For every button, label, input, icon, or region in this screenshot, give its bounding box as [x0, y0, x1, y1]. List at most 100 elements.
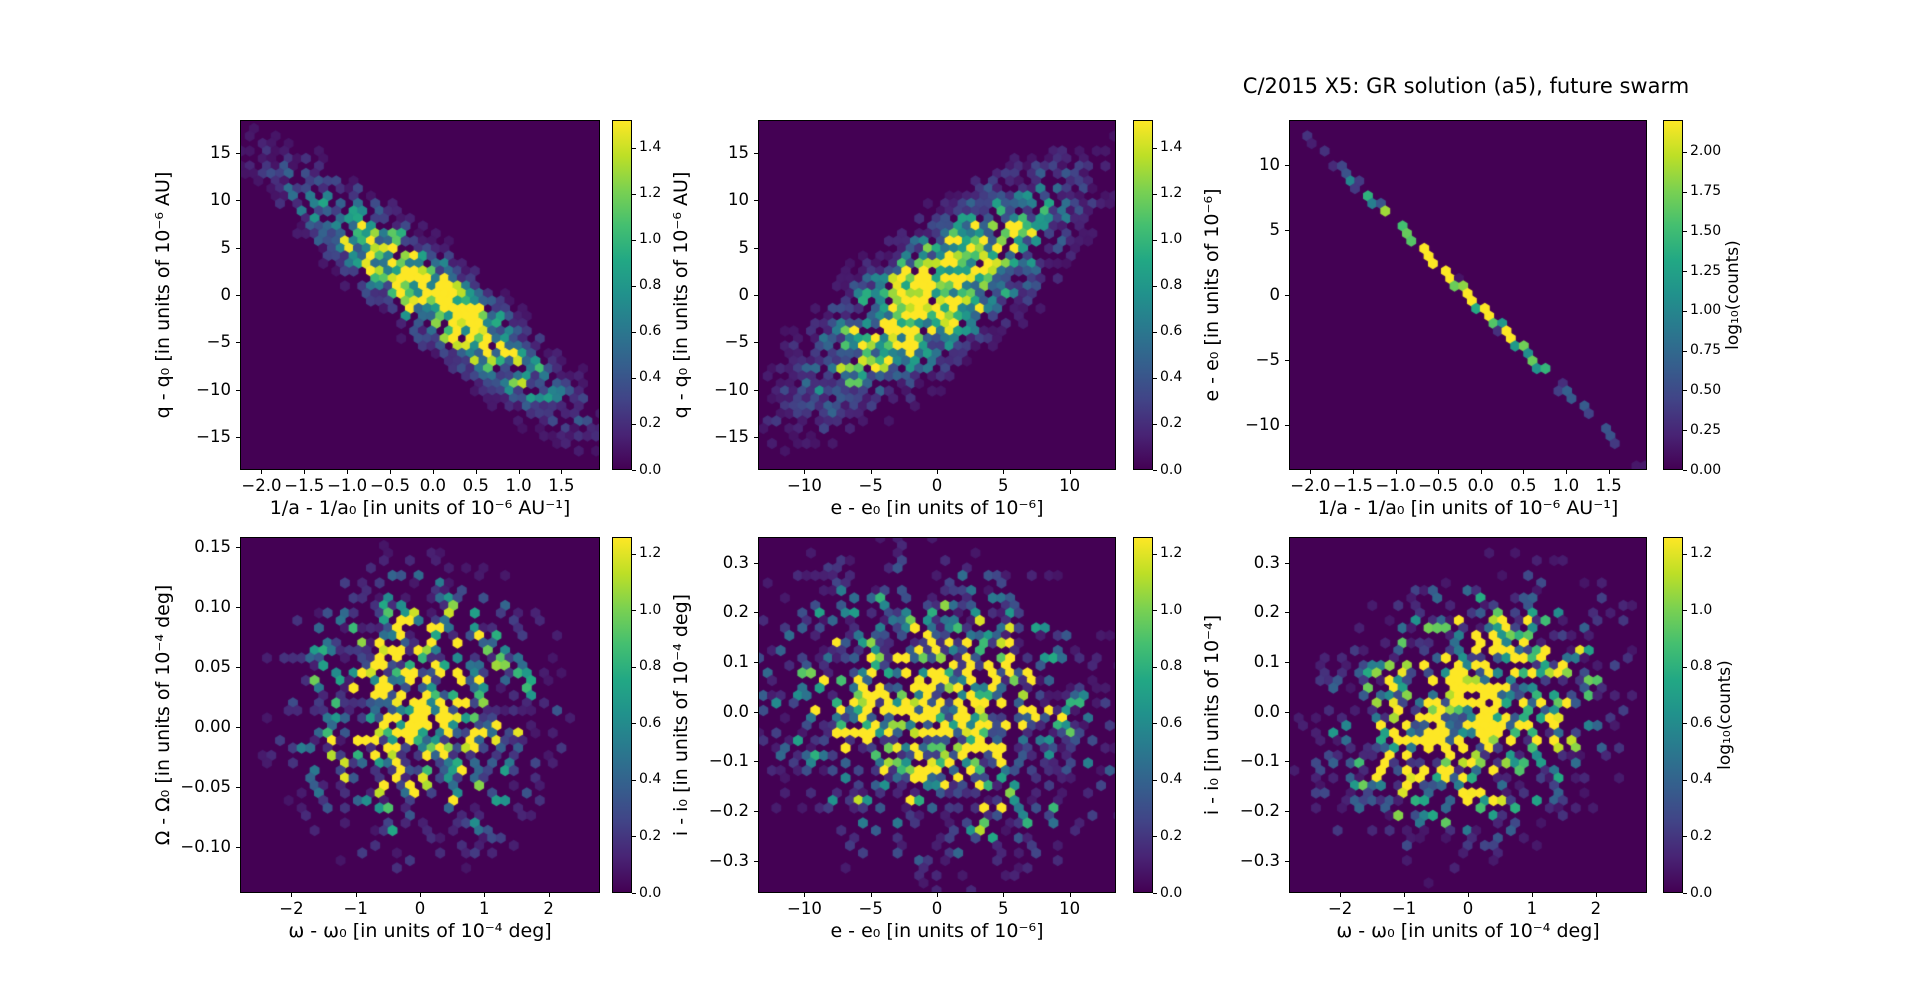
- colorbar-tick-label: 0.50: [1690, 381, 1722, 398]
- y-tick-label: 10: [1259, 155, 1280, 175]
- y-tick-label: −10: [196, 379, 231, 399]
- y-tick-mark: [236, 436, 240, 438]
- hexbin-canvas: [759, 538, 1115, 892]
- y-tick-mark: [754, 295, 758, 296]
- colorbar-tick-label: 0.0: [639, 461, 662, 478]
- x-tick-label: −1: [1391, 899, 1417, 918]
- colorbar-tick-mark: [1683, 666, 1687, 668]
- colorbar-tick-label: 1.0: [639, 231, 662, 248]
- colorbar-tick-mark: [632, 377, 636, 379]
- y-tick-mark: [236, 247, 240, 249]
- x-tick-label: 10: [1059, 476, 1081, 495]
- y-tick-label: −10: [714, 379, 749, 399]
- colorbar-tick-label: 0.2: [639, 827, 662, 844]
- y-tick-label: 0.1: [722, 652, 749, 672]
- colorbar-tick-label: 1.0: [1690, 601, 1713, 618]
- colorbar-tick-label: 0.4: [1160, 771, 1183, 788]
- colorbar-tick-mark: [632, 893, 636, 894]
- colorbar-tick-label: 1.0: [1160, 231, 1183, 248]
- colorbar-tick-label: 0.8: [639, 658, 662, 675]
- colorbar-tick-label: 1.2: [1160, 545, 1183, 562]
- y-tick-label: 0.10: [194, 596, 231, 616]
- x-tick-mark: [484, 893, 486, 897]
- x-tick-mark: [1608, 470, 1610, 474]
- y-tick-label: −5: [724, 332, 749, 352]
- y-tick-mark: [236, 606, 240, 608]
- y-tick-mark: [1285, 359, 1289, 361]
- colorbar-tick-mark: [632, 331, 636, 333]
- y-tick-label: −0.05: [180, 777, 231, 797]
- y-tick-mark: [1285, 230, 1289, 232]
- x-axis-label: e - e₀ [in units of 10⁻⁶]: [830, 497, 1044, 519]
- colorbar-tick-label: 0.6: [1160, 714, 1183, 731]
- colorbar-tick-label: 0.2: [639, 415, 662, 432]
- x-tick-label: 2: [1590, 899, 1602, 918]
- y-tick-label: 0.2: [722, 602, 749, 622]
- colorbar-tick-mark: [1153, 331, 1157, 333]
- colorbar-tick-mark: [1683, 893, 1687, 894]
- colorbar-tick-label: 1.2: [639, 185, 662, 202]
- colorbar-tick-mark: [1683, 610, 1687, 612]
- colorbar-tick-label: 0.75: [1690, 342, 1722, 359]
- y-tick-mark: [754, 200, 758, 202]
- colorbar: [1133, 537, 1153, 893]
- x-tick-mark: [804, 470, 806, 474]
- colorbar-tick-label: 0.6: [1690, 714, 1713, 731]
- x-tick-label: −1: [343, 899, 368, 918]
- x-tick-mark: [1003, 470, 1005, 474]
- x-tick-mark: [304, 470, 306, 474]
- colorbar-tick-label: 0.8: [1160, 277, 1183, 294]
- y-tick-label: −0.2: [1239, 801, 1280, 821]
- x-tick-label: 0.0: [1467, 476, 1494, 495]
- y-tick-mark: [236, 546, 240, 548]
- colorbar-tick-mark: [632, 285, 636, 287]
- y-tick-label: 0.0: [1253, 701, 1280, 721]
- y-tick-mark: [1285, 761, 1289, 763]
- x-tick-label: 0: [931, 476, 943, 495]
- colorbar-tick-mark: [632, 723, 636, 725]
- x-tick-mark: [1404, 893, 1406, 897]
- x-tick-mark: [261, 470, 263, 474]
- x-axis-label: ω - ω₀ [in units of 10⁻⁴ deg]: [1336, 920, 1600, 942]
- x-tick-mark: [420, 893, 421, 897]
- y-tick-mark: [1285, 295, 1289, 296]
- colorbar-tick-label: 1.25: [1690, 262, 1722, 279]
- hexbin-canvas: [241, 121, 599, 469]
- y-tick-label: −0.3: [708, 850, 749, 870]
- x-tick-mark: [1523, 470, 1525, 474]
- y-tick-label: −15: [714, 426, 749, 446]
- y-tick-mark: [236, 666, 240, 668]
- y-tick-mark: [1285, 860, 1289, 862]
- x-axis-label: e - e₀ [in units of 10⁻⁶]: [830, 920, 1044, 942]
- y-tick-label: 0.00: [194, 717, 231, 737]
- y-tick-mark: [236, 389, 240, 391]
- x-tick-label: 0.0: [419, 476, 446, 495]
- x-tick-label: 0: [414, 899, 426, 918]
- colorbar: [1663, 537, 1683, 893]
- colorbar-label: log₁₀(counts): [1723, 240, 1743, 350]
- colorbar-tick-mark: [632, 470, 636, 471]
- colorbar-tick-mark: [1683, 350, 1687, 352]
- y-tick-label: 5: [220, 237, 232, 257]
- colorbar-tick-label: 0.4: [639, 771, 662, 788]
- colorbar-tick-mark: [1683, 271, 1687, 273]
- colorbar: [1663, 120, 1683, 470]
- y-tick-label: −0.2: [708, 801, 749, 821]
- y-tick-mark: [754, 342, 758, 344]
- x-tick-mark: [347, 470, 349, 474]
- y-tick-label: 0.3: [722, 552, 749, 572]
- colorbar-tick-label: 1.0: [1160, 601, 1183, 618]
- colorbar-tick-label: 1.4: [639, 139, 662, 156]
- x-tick-label: −10: [786, 476, 822, 495]
- hexbin-canvas: [1290, 121, 1646, 469]
- y-tick-label: 10: [210, 190, 231, 210]
- y-tick-label: 0.2: [1253, 602, 1280, 622]
- x-tick-mark: [1069, 893, 1071, 897]
- colorbar-tick-mark: [632, 147, 636, 149]
- x-axis-label: 1/a - 1/a₀ [in units of 10⁻⁶ AU⁻¹]: [269, 497, 571, 519]
- y-tick-mark: [754, 612, 758, 614]
- colorbar-tick-mark: [1153, 285, 1157, 287]
- colorbar-tick-mark: [1153, 666, 1157, 668]
- y-tick-label: 0.05: [194, 656, 231, 676]
- colorbar-tick-mark: [1153, 377, 1157, 379]
